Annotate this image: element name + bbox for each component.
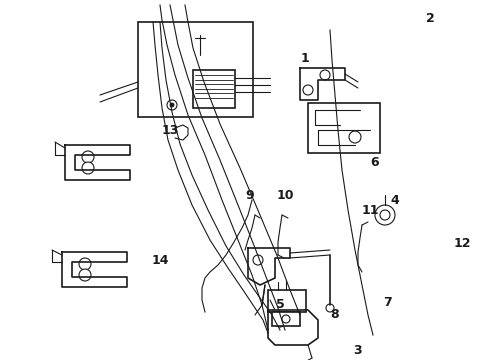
Circle shape [79,269,91,281]
Bar [272,312,300,326]
Bar [308,103,380,153]
Circle shape [170,103,174,107]
Circle shape [380,210,390,220]
Text: 4: 4 [391,194,399,207]
Text: 3: 3 [354,343,362,356]
Text: 9: 9 [245,189,254,202]
Text: 12: 12 [453,237,471,249]
Bar [138,22,253,117]
Circle shape [82,162,94,174]
Circle shape [282,315,290,323]
Text: 13: 13 [161,123,179,136]
Text: 1: 1 [301,51,309,64]
Circle shape [79,258,91,270]
Circle shape [349,131,361,143]
Circle shape [375,205,395,225]
Text: 5: 5 [275,298,284,311]
Circle shape [275,317,285,327]
Text: 7: 7 [384,296,392,309]
Text: 8: 8 [331,309,339,321]
Circle shape [167,100,177,110]
Bar [193,70,235,108]
Text: 6: 6 [371,156,379,168]
Circle shape [253,255,263,265]
Circle shape [326,304,334,312]
Text: 10: 10 [276,189,294,202]
Circle shape [320,70,330,80]
Bar [268,290,306,312]
Text: 11: 11 [361,203,379,216]
Text: 2: 2 [426,12,434,24]
Circle shape [303,85,313,95]
Text: 14: 14 [151,253,169,266]
Circle shape [82,151,94,163]
